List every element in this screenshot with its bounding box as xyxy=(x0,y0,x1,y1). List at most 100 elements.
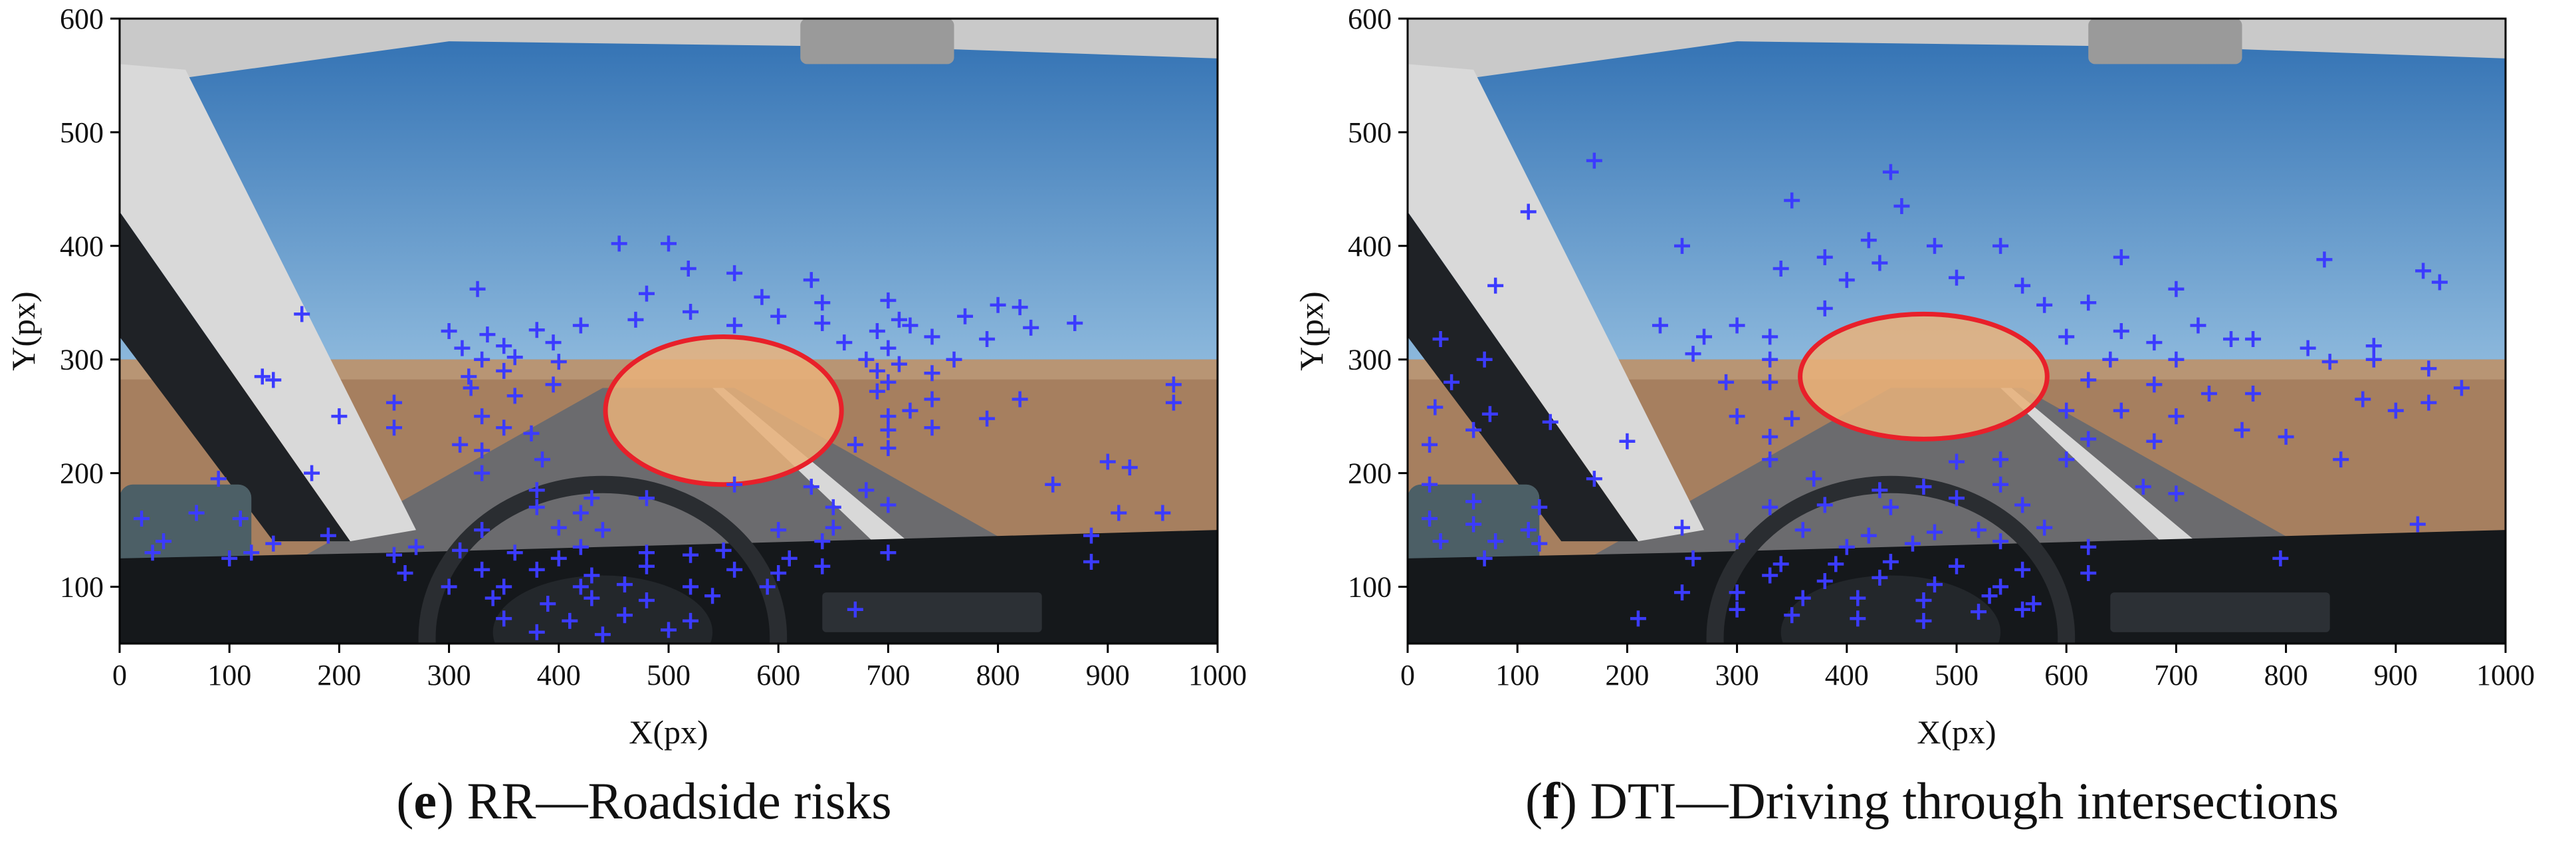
x-tick-label: 600 xyxy=(2044,659,2088,691)
data-point xyxy=(1872,255,1888,271)
a-pillar xyxy=(120,64,417,542)
data-point xyxy=(1729,408,1745,425)
data-point xyxy=(584,590,600,606)
data-point xyxy=(1674,237,1690,254)
data-point xyxy=(1762,328,1778,345)
data-point xyxy=(1619,433,1636,449)
data-point xyxy=(1520,522,1537,539)
data-point xyxy=(461,368,477,385)
data-point xyxy=(2080,539,2097,555)
caption-text: DTI—Driving through intersections xyxy=(1590,772,2339,830)
data-point xyxy=(2135,479,2151,495)
data-point xyxy=(1531,535,1548,552)
data-point xyxy=(496,362,512,379)
data-point xyxy=(924,365,940,382)
data-point xyxy=(584,567,600,584)
data-point xyxy=(1762,499,1778,515)
x-tick-label: 400 xyxy=(1825,659,1869,691)
data-point xyxy=(957,308,974,324)
data-point xyxy=(1872,482,1888,499)
data-point xyxy=(243,545,260,561)
data-point xyxy=(1915,612,1932,629)
data-point xyxy=(683,612,699,629)
data-point xyxy=(474,442,490,459)
data-point xyxy=(1850,590,1866,606)
x-tick-label: 200 xyxy=(1605,659,1649,691)
data-point xyxy=(1432,533,1449,550)
data-point xyxy=(452,436,469,453)
data-point xyxy=(1882,164,1899,180)
data-point xyxy=(441,578,457,595)
data-point xyxy=(1111,505,1127,521)
scatter-chart-f: 0 100 200 300 400 500 600 700 800 900 1000 100 200 30… xyxy=(1293,3,2535,751)
data-point xyxy=(836,334,853,351)
x-tick-label: 900 xyxy=(2374,659,2418,691)
data-point xyxy=(545,376,562,393)
data-point xyxy=(2223,330,2239,347)
data-point xyxy=(2146,334,2163,351)
data-point xyxy=(474,465,490,481)
data-point xyxy=(2014,601,2031,618)
data-point xyxy=(528,322,545,338)
mirror-mount xyxy=(2088,19,2242,64)
data-point xyxy=(1772,556,1789,572)
data-point xyxy=(2080,431,2097,447)
data-point xyxy=(2365,351,2382,368)
data-point xyxy=(1806,471,1822,487)
data-point xyxy=(1816,300,1833,316)
data-point xyxy=(452,542,469,558)
data-point xyxy=(254,368,270,385)
data-point xyxy=(2316,251,2333,268)
data-point xyxy=(814,558,831,574)
y-tick-label: 200 xyxy=(1348,457,1392,490)
data-point xyxy=(814,315,831,332)
data-point xyxy=(1542,414,1558,430)
y-tick-label: 500 xyxy=(60,116,104,149)
data-point xyxy=(594,522,611,539)
data-point xyxy=(1762,567,1778,584)
data-point xyxy=(726,317,743,334)
data-point xyxy=(1696,328,1713,345)
data-point xyxy=(616,607,633,624)
data-point xyxy=(2200,386,2217,402)
data-point xyxy=(1476,550,1493,566)
data-point xyxy=(550,354,567,370)
x-tick-label: 0 xyxy=(112,659,127,691)
data-point xyxy=(638,592,655,609)
data-point xyxy=(2420,360,2437,377)
infotainment-screen xyxy=(822,592,1042,632)
data-point xyxy=(1729,601,1745,618)
data-point xyxy=(1828,556,1844,572)
x-axis-title: X(px) xyxy=(1917,713,1996,751)
data-point xyxy=(1850,610,1866,627)
data-point xyxy=(479,326,496,343)
data-point xyxy=(1949,269,1965,286)
data-point xyxy=(638,545,655,561)
data-point xyxy=(1083,553,1100,570)
data-point xyxy=(1872,569,1888,586)
caption-letter: f xyxy=(1543,772,1560,830)
y-tick-label: 100 xyxy=(1348,571,1392,604)
data-point xyxy=(1422,436,1438,453)
y-tick-label: 400 xyxy=(1348,230,1392,263)
data-point xyxy=(397,565,413,582)
data-point xyxy=(1762,428,1778,445)
data-point xyxy=(496,338,512,354)
data-point xyxy=(683,547,699,563)
x-tick-label: 700 xyxy=(866,659,910,691)
x-tick-label: 200 xyxy=(317,659,361,691)
data-point xyxy=(506,349,523,366)
data-point xyxy=(880,440,897,457)
x-tick-label: 0 xyxy=(1400,659,1415,691)
data-point xyxy=(1630,610,1646,627)
data-point xyxy=(770,308,787,324)
data-point xyxy=(1762,351,1778,368)
data-point xyxy=(2058,328,2075,345)
data-point xyxy=(1762,451,1778,468)
data-point xyxy=(2080,295,2097,311)
data-point xyxy=(2453,380,2470,396)
data-point xyxy=(880,374,897,390)
data-point xyxy=(1893,198,1910,214)
data-point xyxy=(726,561,743,578)
data-point xyxy=(924,420,940,436)
